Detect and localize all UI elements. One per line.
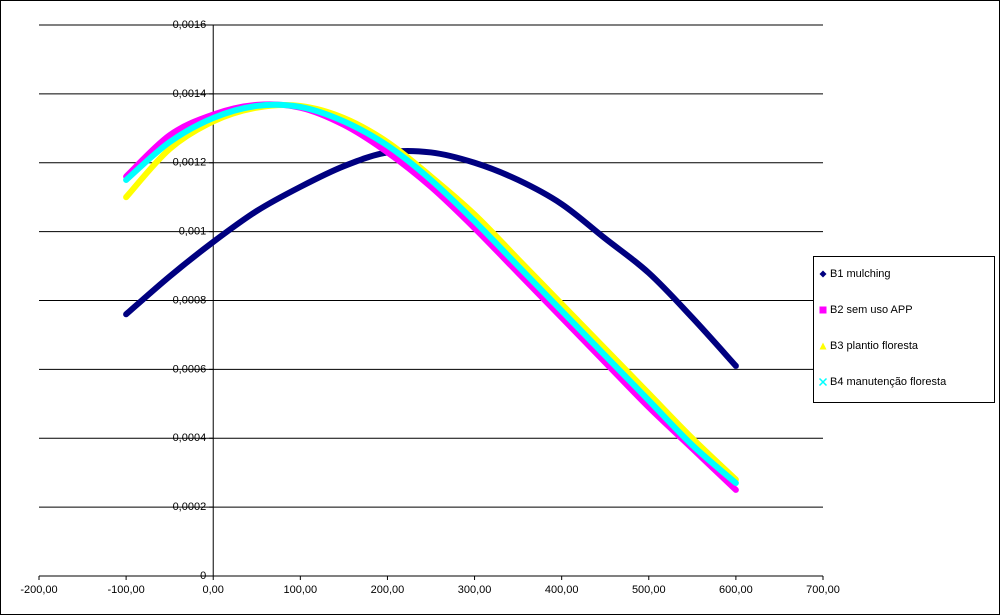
series-line xyxy=(123,147,739,369)
y-tick-label: 0,0016 xyxy=(173,19,207,31)
legend-box xyxy=(813,256,995,403)
x-tick-label: 700,00 xyxy=(806,584,840,596)
y-tick-label: 0,0014 xyxy=(173,88,207,100)
legend: B1 mulching B2 sem uso APP B3 plantio flor… xyxy=(813,256,995,403)
y-tick-label: 0,0006 xyxy=(173,363,207,375)
legend-label: B1 mulching xyxy=(830,268,891,280)
x-tick-label: 500,00 xyxy=(632,584,666,596)
legend-marker xyxy=(818,377,828,387)
y-tick-label: 0,0008 xyxy=(173,294,207,306)
x-tick-label: 0,00 xyxy=(203,584,224,596)
legend-label: B3 plantio floresta xyxy=(830,340,919,352)
x-tick-label: 200,00 xyxy=(371,584,405,596)
y-tick-label: 0,0002 xyxy=(173,501,207,513)
x-tick-label: 600,00 xyxy=(719,584,753,596)
legend-label: B4 manutenção floresta xyxy=(830,376,947,388)
x-tick-label: 300,00 xyxy=(458,584,492,596)
legend-marker xyxy=(819,342,827,350)
y-tick-label: 0,0004 xyxy=(173,432,207,444)
x-tick-label: -100,00 xyxy=(107,584,144,596)
legend-marker xyxy=(819,270,827,278)
series-line xyxy=(123,101,739,487)
y-tick-label: 0,0012 xyxy=(173,157,207,169)
legend-marker xyxy=(819,306,827,314)
x-tick-label: 400,00 xyxy=(545,584,579,596)
legend-label: B2 sem uso APP xyxy=(830,304,913,316)
x-tick-label: 100,00 xyxy=(284,584,318,596)
x-tick-label: -200,00 xyxy=(20,584,57,596)
y-tick-label: 0,001 xyxy=(179,226,207,238)
